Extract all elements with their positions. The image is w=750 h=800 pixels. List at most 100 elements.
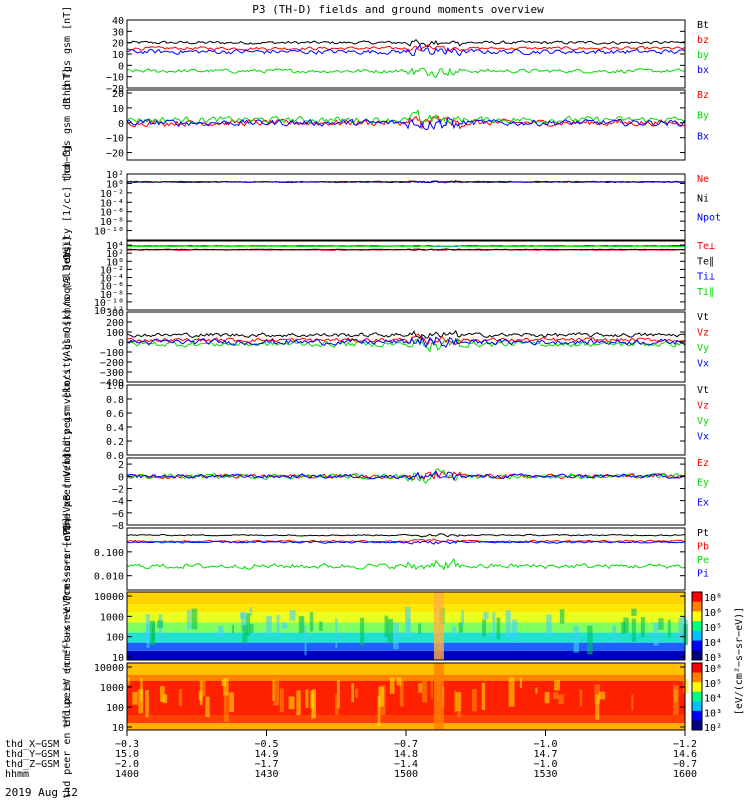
legend-entry-Bz: Bz xyxy=(697,90,709,101)
legend-entry-Vy: Vy xyxy=(697,343,709,354)
x-tick-label: −1.7 xyxy=(254,759,278,770)
series-line-by xyxy=(126,67,686,79)
spectrogram-streak xyxy=(217,625,224,637)
y-tick-label: 10 xyxy=(112,104,124,115)
spectrogram-streak xyxy=(454,690,457,713)
legend-entry-by: by xyxy=(697,50,709,61)
spectrogram-streak xyxy=(288,696,295,710)
spectrogram-streak xyxy=(389,677,395,694)
x-tick-label: 14.6 xyxy=(673,749,697,760)
spectrogram-streak xyxy=(249,606,252,617)
y-tick-label: 20 xyxy=(112,89,124,100)
y-tick-label: −300 xyxy=(100,368,124,379)
legend-entry-Npot: Npot xyxy=(697,213,721,224)
spectrogram-streak xyxy=(418,683,423,693)
colorbar-tick-label: 10⁴ xyxy=(704,638,722,649)
y-tick-label: 10⁻² xyxy=(100,265,124,276)
colorbar-tick-label: 10³ xyxy=(704,653,722,664)
spectrogram-streak xyxy=(457,693,461,717)
spectrogram-streak xyxy=(229,692,234,712)
legend-entry-By: By xyxy=(697,111,709,122)
legend-entry-Ti⊥: Ti⊥ xyxy=(697,272,715,283)
spectrogram-streak xyxy=(612,625,616,643)
legend-entry-Ti∥: Ti∥ xyxy=(697,287,714,298)
spectrogram-streak xyxy=(160,686,165,702)
y-tick-label: 10⁻⁸ xyxy=(100,290,124,301)
spectrogram-streak xyxy=(266,615,272,636)
spectrogram-streak xyxy=(631,608,637,616)
y-axis-label: moqt3 [eV] xyxy=(62,245,73,305)
panel-frame xyxy=(126,311,686,383)
spectrogram-band xyxy=(127,632,685,643)
legend-entry-Ez: Ez xyxy=(697,458,709,469)
panel-frame xyxy=(126,89,686,161)
y-tick-label: 30 xyxy=(112,27,124,38)
y-tick-label: 0.4 xyxy=(106,423,124,434)
y-tick-label: −20 xyxy=(106,84,124,95)
y-tick-label: 10 xyxy=(112,723,124,734)
spectrogram-streak xyxy=(223,678,229,696)
x-tick-label: 1530 xyxy=(533,769,557,780)
spectrogram-streak xyxy=(683,679,689,694)
spectrogram-streak xyxy=(202,680,206,697)
spectrogram-streak xyxy=(240,612,245,620)
panel-frame xyxy=(126,19,686,89)
y-tick-label: −200 xyxy=(100,358,124,369)
spectrogram-streak xyxy=(422,681,428,703)
spectrogram-streak xyxy=(667,619,671,638)
spectrogram-streak xyxy=(191,608,198,630)
y-tick-label: 300 xyxy=(106,308,124,319)
series-line-bx xyxy=(127,44,686,57)
spectrogram-streak xyxy=(599,691,606,700)
series-line-Ex xyxy=(126,470,686,481)
x-axis-row-label: hhmm xyxy=(5,769,29,780)
colorbar-tick-label: 10⁴ xyxy=(704,694,722,705)
spectrogram-streak xyxy=(276,615,280,640)
y-tick-label: −2 xyxy=(112,484,124,495)
y-tick-label: 0 xyxy=(118,472,124,483)
legend-entry-Vz: Vz xyxy=(697,328,709,339)
legend-entry-Ex: Ex xyxy=(697,497,709,508)
spectrogram-streak xyxy=(205,696,210,718)
panel-frame xyxy=(126,240,686,311)
spectrogram-streak xyxy=(461,610,465,627)
spectrogram-streak xyxy=(335,618,338,649)
spectrogram-band xyxy=(127,592,685,605)
spectrogram-band xyxy=(127,675,685,681)
colorbar-tick-label: 10³ xyxy=(704,708,722,719)
colorbar-frame xyxy=(691,662,703,731)
y-tick-label: 10⁻⁶ xyxy=(100,282,124,293)
spectrogram-event xyxy=(433,592,444,660)
y-tick-label: 40 xyxy=(112,16,124,27)
y-tick-label: −10 xyxy=(106,73,124,84)
x-axis-row-label: thd_X−GSM xyxy=(5,739,59,750)
y-tick-label: 10000 xyxy=(94,663,124,674)
panel-pressure: 0.100 0.010 Pressure [nPa] Pt Pb Pe Pi xyxy=(62,517,709,601)
spectrogram-streak xyxy=(145,690,149,718)
series-line-bz xyxy=(126,44,686,53)
panel-peer_vel: 1.0 0.8 0.6 0.4 0.2 0.0 thd peer velocity gsm … xyxy=(62,309,709,532)
x-tick-label: −1.4 xyxy=(394,759,418,770)
spectrogram-streak xyxy=(242,625,248,643)
spectrogram-streak xyxy=(658,618,664,630)
colorbar-segment xyxy=(692,701,702,712)
y-tick-label: 2 xyxy=(118,460,124,471)
y-tick-label: −10 xyxy=(106,134,124,145)
x-tick-label: 15.0 xyxy=(115,749,139,760)
spectrogram-streak xyxy=(653,622,659,646)
spectrogram-streak xyxy=(377,695,381,726)
spectrogram-streak xyxy=(595,694,600,720)
spectrogram-streak xyxy=(272,679,275,701)
y-axis-label: thd fgs gsm [nT] xyxy=(62,6,73,102)
y-tick-label: 1000 xyxy=(100,683,124,694)
y-axis-label: thd fgs gsm dB [nT] xyxy=(62,68,73,182)
y-tick-label: 0.010 xyxy=(94,572,124,583)
spectrogram-streak xyxy=(336,680,340,709)
spectrogram-streak xyxy=(186,609,191,630)
spectrogram-streak xyxy=(546,614,552,637)
colorbar-segment xyxy=(692,640,702,651)
colorbar-segment xyxy=(692,663,702,674)
colorbar-tick-label: 10² xyxy=(704,723,722,734)
